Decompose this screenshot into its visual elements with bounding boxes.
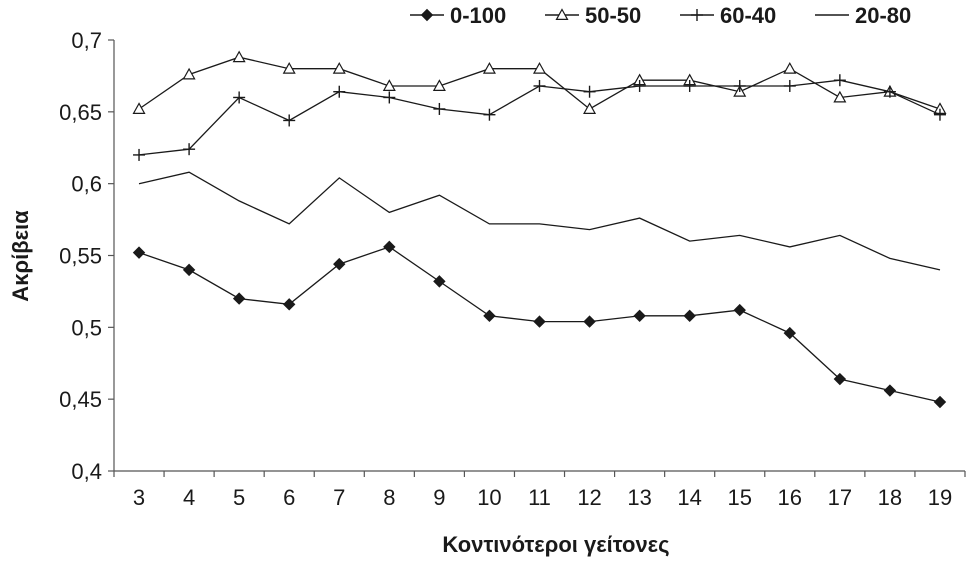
series-0-100-point (833, 372, 847, 386)
series-0-100-point (132, 246, 146, 259)
series-60-40-point (483, 108, 496, 121)
x-tick-label: 18 (878, 485, 902, 510)
y-tick-label: 0,4 (71, 459, 102, 484)
series-0-100-point (683, 309, 696, 323)
y-tick-label: 0,5 (71, 315, 102, 340)
series-50-50-point (583, 102, 597, 114)
y-tick-label: 0,45 (59, 387, 102, 412)
legend-label: 20-80 (855, 3, 911, 28)
y-tick-label: 0,6 (71, 172, 102, 197)
series-60-40-point (633, 79, 646, 92)
x-tick-label: 9 (433, 485, 445, 510)
x-tick-label: 6 (283, 485, 295, 510)
series-0-100-point (232, 292, 246, 305)
series-0-100-point (783, 326, 797, 340)
series-50-50-point (282, 61, 296, 74)
series-60-40-point (433, 102, 446, 115)
series-60-40-point (283, 114, 296, 127)
y-tick-label: 0,65 (59, 100, 102, 125)
series-0-100-point (333, 257, 346, 271)
series-50-50-point (132, 102, 146, 114)
x-tick-label: 16 (778, 485, 802, 510)
series-50-50-point (182, 67, 196, 80)
series-0-100-point (583, 315, 596, 328)
legend-item-50-50: 50-50 (545, 3, 641, 28)
legend: 0-100 50-50 60-40 20-80 (410, 3, 911, 28)
series-50-50-point (482, 61, 496, 74)
series-60-40-point (833, 74, 846, 87)
legend-item-0-100: 0-100 (410, 3, 506, 28)
x-tick-label: 13 (627, 485, 651, 510)
legend-item-60-40: 60-40 (680, 3, 776, 28)
axes (113, 40, 965, 472)
x-tick-label: 14 (677, 485, 701, 510)
series-50-50-point (232, 50, 246, 63)
x-axis-ticks: 3 4 5 6 7 8 9 10 11 12 13 14 15 16 17 18 19 (113, 471, 966, 510)
legend-label: 50-50 (585, 3, 641, 28)
x-tick-label: 7 (333, 485, 345, 510)
series-0-100-point (282, 298, 296, 311)
series-50-50-point (382, 79, 396, 91)
series-50-50-point (783, 61, 797, 74)
x-tick-label: 3 (133, 485, 145, 510)
series-0-100-point (533, 315, 546, 328)
x-tick-label: 4 (183, 485, 195, 510)
legend-label: 0-100 (450, 3, 506, 28)
series-50-50-point (833, 90, 847, 103)
series-50-50-point (432, 79, 446, 91)
x-tick-label: 19 (928, 485, 952, 510)
series-60-40-point (783, 79, 796, 92)
y-axis-ticks: 0,4 0,45 0,5 0,55 0,6 0,65 0,7 (59, 28, 114, 484)
series-60-40-point (883, 85, 896, 98)
legend-marker (555, 8, 569, 20)
series-60-40-point (233, 91, 246, 104)
series-layer (132, 50, 947, 409)
x-tick-label: 8 (383, 485, 395, 510)
series-50-50-point (532, 61, 547, 74)
series-0-100 (132, 240, 947, 409)
series-0-100-point (633, 309, 646, 323)
series-60-40-point (183, 143, 196, 156)
series-50-50 (132, 50, 947, 114)
series-0-100-point (483, 309, 496, 323)
series-0-100-point (883, 384, 897, 397)
series-0-100-point (933, 395, 947, 409)
x-tick-label: 10 (477, 485, 501, 510)
y-tick-label: 0,7 (71, 28, 102, 53)
series-60-40-point (533, 79, 546, 92)
x-tick-label: 15 (727, 485, 751, 510)
series-0-100-point (383, 240, 396, 254)
series-60-40-point (933, 108, 946, 121)
legend-label: 60-40 (720, 3, 776, 28)
series-0-100-point (433, 275, 446, 288)
x-tick-label: 11 (528, 485, 551, 510)
series-60-40-point (583, 85, 596, 98)
series-0-100-point (182, 263, 196, 277)
series-60-40-point (683, 79, 696, 92)
series-60-40-point (733, 79, 746, 92)
x-tick-label: 5 (233, 485, 245, 510)
series-20-80-line (138, 171, 941, 271)
series-20-80 (138, 171, 941, 271)
y-axis-title: Ακρίβεια (8, 210, 33, 302)
legend-item-20-80: 20-80 (815, 3, 911, 28)
legend-marker (691, 9, 703, 21)
series-0-100-point (733, 303, 746, 317)
x-tick-label: 12 (577, 485, 601, 510)
series-60-40-point (133, 148, 146, 161)
x-tick-label: 17 (828, 485, 852, 510)
series-60-40-point (383, 91, 396, 104)
y-tick-label: 0,55 (59, 244, 102, 269)
series-50-50-point (332, 61, 346, 74)
series-60-40-point (333, 85, 346, 98)
series-60-40 (133, 74, 946, 161)
x-axis-title: Κοντινότεροι γείτονες (442, 532, 669, 557)
legend-marker (420, 8, 434, 22)
